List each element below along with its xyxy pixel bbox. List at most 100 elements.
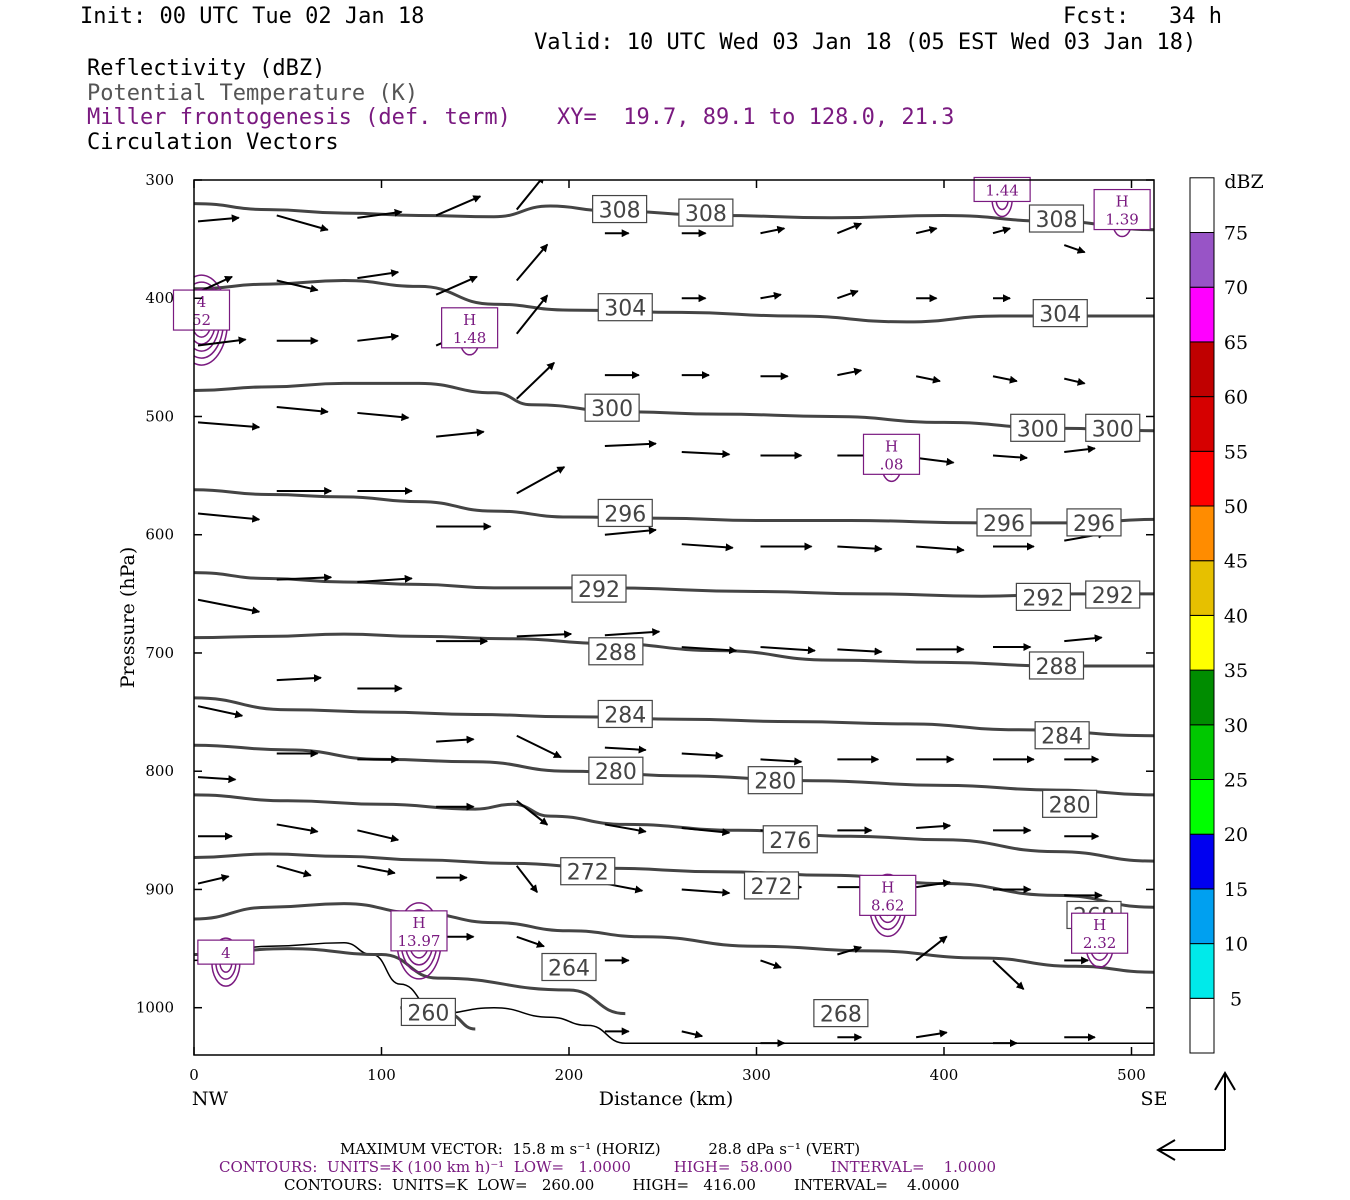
colorbar-level-label: 75 xyxy=(1224,223,1248,245)
circulation-vector xyxy=(436,735,475,744)
fronto-max-value: 8.62 xyxy=(871,896,904,914)
theta-label-box xyxy=(1028,651,1085,680)
y-axis-label: Pressure (hPa) xyxy=(117,547,139,689)
y-tick-label: 300 xyxy=(145,171,174,189)
circulation-vector xyxy=(357,332,400,342)
forecast-hour: Fcst: 34 h xyxy=(1063,4,1222,29)
circulation-vector xyxy=(197,512,261,523)
colorbar-level-label: 45 xyxy=(1224,551,1248,573)
circulation-vector xyxy=(992,959,1025,990)
theta-label-box xyxy=(1085,413,1141,442)
fronto-max-marker: H xyxy=(1093,916,1106,934)
theta-contour-304 xyxy=(194,278,1154,324)
theta-label: 304 xyxy=(604,297,646,322)
theta-label: 292 xyxy=(578,578,620,603)
y-tick-label: 700 xyxy=(145,644,174,662)
theta-label: 280 xyxy=(754,770,796,795)
circulation-vector xyxy=(992,375,1018,384)
theta-label-box xyxy=(1015,582,1071,611)
x-tick-label: 300 xyxy=(742,1066,771,1084)
x-tick-label: 400 xyxy=(930,1066,959,1084)
circulation-vector xyxy=(515,180,545,211)
theta-label: 296 xyxy=(983,512,1025,537)
circulation-vector xyxy=(604,628,661,637)
theta-contour-288 xyxy=(194,632,1154,668)
theta-contour-note: CONTOURS: UNITS=K LOW= 260.00 HIGH= 416.… xyxy=(284,1176,960,1194)
circulation-vector xyxy=(760,757,803,766)
theta-label-box xyxy=(762,825,818,854)
legend-vectors: Circulation Vectors xyxy=(87,130,339,155)
theta-label: 300 xyxy=(1092,417,1134,442)
theta-label: 288 xyxy=(595,641,637,666)
circulation-vector xyxy=(276,823,319,835)
fronto-max-marker: 4 xyxy=(197,293,207,311)
circulation-vector xyxy=(1064,634,1103,643)
circulation-vector xyxy=(604,526,657,536)
theta-label-box xyxy=(588,637,644,666)
fronto-max-marker: H xyxy=(463,311,476,329)
circulation-vector xyxy=(515,294,549,335)
circulation-vector xyxy=(1063,244,1086,254)
fronto-max-value: 1.39 xyxy=(1105,211,1138,229)
fronto-label-box xyxy=(390,910,448,952)
fronto-max-marker: H xyxy=(881,878,894,896)
theta-label: 300 xyxy=(591,397,633,422)
circulation-vector xyxy=(604,745,647,754)
circulation-vector xyxy=(357,864,396,876)
theta-label-box xyxy=(1034,721,1090,750)
colorbar-swatch xyxy=(1189,888,1215,945)
y-tick-label: 500 xyxy=(145,407,174,425)
theta-label-box xyxy=(560,857,616,886)
fronto-label-box xyxy=(172,289,231,331)
circulation-vector xyxy=(760,225,786,235)
circulation-vector xyxy=(837,647,883,656)
colorbar-level-label: 10 xyxy=(1224,934,1248,956)
colorbar-swatch xyxy=(1189,833,1215,890)
circulation-vector xyxy=(681,543,734,552)
theta-label-box xyxy=(592,194,648,224)
colorbar-level-label: 20 xyxy=(1224,824,1248,846)
circulation-vector xyxy=(516,799,549,826)
theta-contour-284 xyxy=(194,696,1154,738)
colorbar-level-label: 25 xyxy=(1224,770,1248,792)
theta-contour-300 xyxy=(194,381,1154,433)
circulation-vector xyxy=(760,291,782,300)
circulation-vector xyxy=(915,375,941,384)
y-tick-label: 800 xyxy=(145,762,174,780)
colorbar-level-label: 55 xyxy=(1224,441,1248,463)
circulation-vector xyxy=(915,1029,948,1039)
init-time: Init: 00 UTC Tue 02 Jan 18 xyxy=(80,4,425,29)
colorbar-level-label: 35 xyxy=(1224,660,1248,682)
theta-label: 280 xyxy=(1049,793,1091,818)
circulation-vector xyxy=(276,214,329,232)
theta-contour-276 xyxy=(194,793,1154,863)
theta-label: 264 xyxy=(548,957,590,982)
circulation-vector xyxy=(435,195,482,217)
terrain-line xyxy=(194,941,1154,1044)
circulation-vector xyxy=(197,336,247,347)
circulation-vector xyxy=(604,823,647,835)
circulation-vector xyxy=(357,829,400,843)
colorbar-level-label: 60 xyxy=(1224,387,1248,409)
circulation-vector xyxy=(197,598,261,615)
circulation-vector xyxy=(681,751,724,760)
fronto-max-value: 4 xyxy=(221,944,231,962)
circulation-vector xyxy=(916,822,952,831)
circulation-vector xyxy=(516,630,573,639)
colorbar-level-label: 65 xyxy=(1224,332,1248,354)
colorbar-swatch xyxy=(1189,286,1215,343)
fronto-label-box xyxy=(1071,912,1129,954)
fronto-label-box xyxy=(859,874,917,916)
theta-contour-272 xyxy=(194,852,1154,909)
theta-label-box xyxy=(597,498,653,528)
colorbar-level-label: 5 xyxy=(1230,988,1242,1010)
circulation-vector xyxy=(1064,377,1086,386)
colorbar-swatch xyxy=(1189,450,1215,507)
theta-label-box xyxy=(747,766,803,795)
theta-contour-292 xyxy=(194,571,1154,598)
y-tick-label: 900 xyxy=(145,880,174,898)
fronto-max-value: 1.48 xyxy=(453,329,486,347)
fronto-max-value: 13.97 xyxy=(398,932,441,950)
colorbar-swatch xyxy=(1189,614,1215,671)
